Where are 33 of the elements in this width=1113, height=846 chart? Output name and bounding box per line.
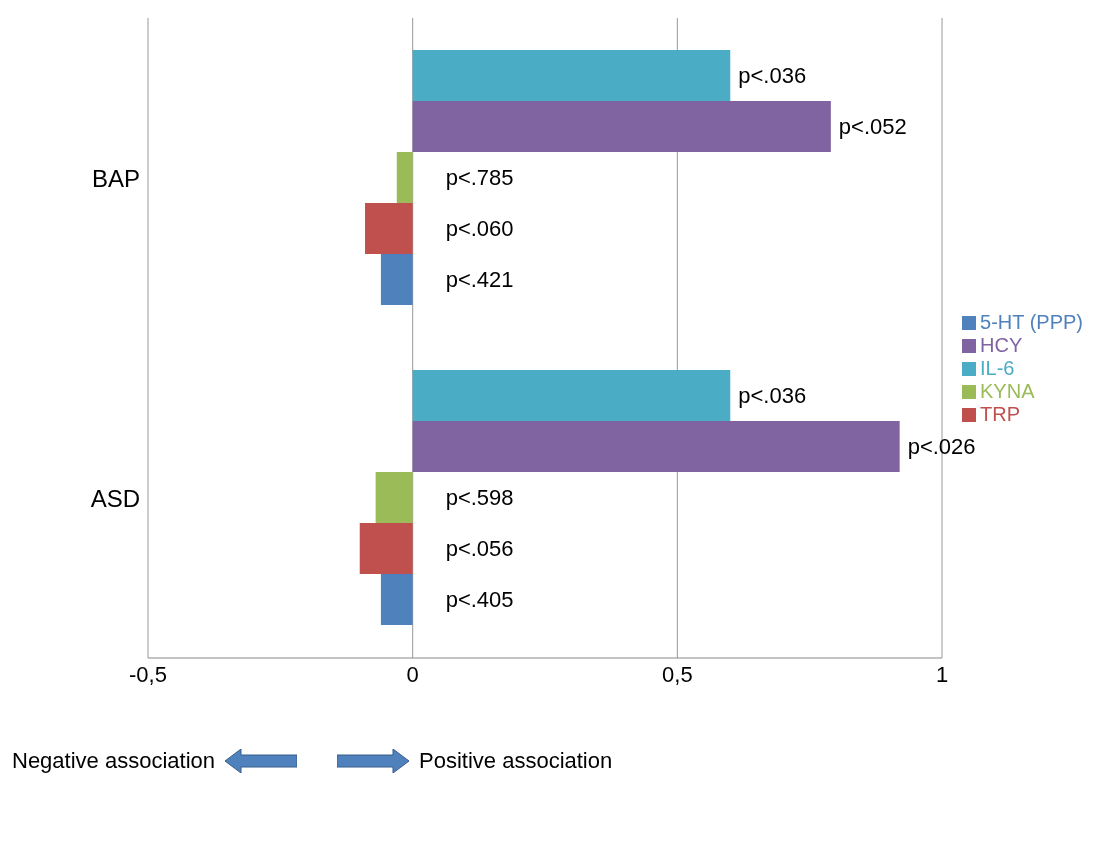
data-label: p<.785 [445,165,514,190]
x-tick-label: 0,5 [662,661,693,687]
text: Positive association [419,748,613,774]
bar [375,472,413,523]
bar [396,152,413,203]
bar [412,50,731,101]
data-label: p<.405 [445,587,514,612]
bar [412,421,900,472]
bar [412,370,731,421]
bar [380,574,413,625]
data-label: p<.056 [445,536,514,561]
x-tick-label: 1 [935,661,949,687]
legend-label: IL-6 [980,356,1015,379]
data-label: p<.052 [838,114,907,139]
y-tick-label: ASD [90,484,140,512]
legend-label: 5-HT (PPP) [980,310,1083,333]
bar [359,523,413,574]
data-label: p<.421 [445,267,514,292]
data-label: p<.026 [907,434,976,459]
bar [365,203,413,254]
x-tick-label: -0,5 [129,661,167,687]
x-tick-label: 0 [406,661,419,687]
data-label: p<.598 [445,485,514,510]
legend-label: TRP [980,402,1021,425]
data-label: p<.036 [738,63,807,88]
bar [380,254,413,305]
legend-label: KYNA [980,379,1035,402]
bar [412,101,831,152]
text: Negative association [12,748,216,774]
data-label: p<.060 [445,216,514,241]
legend-label: HCY [980,333,1023,356]
data-label: p<.036 [738,383,807,408]
y-tick-label: BAP [91,164,140,192]
